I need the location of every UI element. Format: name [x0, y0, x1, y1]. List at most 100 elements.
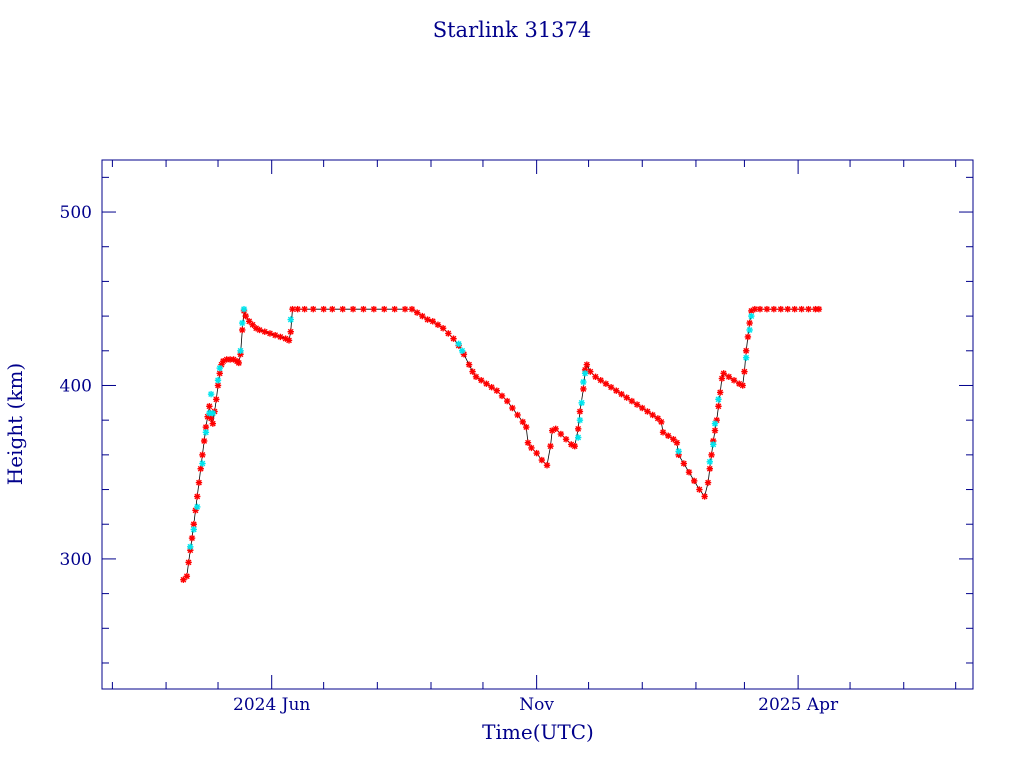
- data-point: [685, 468, 693, 476]
- data-point: [216, 364, 223, 372]
- data-point: [711, 427, 719, 434]
- data-point: [514, 411, 521, 419]
- data-point: [289, 305, 296, 313]
- data-point: [691, 477, 698, 485]
- data-point: [187, 543, 194, 550]
- data-point: [675, 448, 682, 455]
- data-point: [751, 305, 759, 313]
- data-point: [623, 394, 630, 401]
- data-point: [538, 456, 546, 464]
- data-point: [746, 326, 753, 334]
- data-point: [715, 403, 722, 410]
- data-point: [207, 390, 215, 398]
- data-point: [742, 347, 750, 354]
- data-point: [716, 389, 724, 396]
- data-point: [710, 441, 717, 448]
- data-point: [708, 451, 715, 459]
- data-point: [739, 382, 746, 389]
- data-point: [528, 444, 535, 452]
- data-point: [524, 439, 532, 446]
- data-point: [202, 429, 210, 436]
- data-point: [180, 576, 187, 583]
- x-axis-label: Time(UTC): [482, 720, 594, 744]
- data-point: [408, 305, 416, 313]
- data-point: [552, 425, 559, 433]
- data-point: [301, 305, 308, 313]
- data-point: [294, 305, 301, 313]
- data-point: [197, 465, 204, 472]
- data-point: [578, 399, 585, 407]
- data-point: [285, 337, 293, 344]
- data-point: [580, 378, 587, 386]
- data-point: [718, 375, 726, 382]
- data-point: [791, 305, 798, 313]
- data-point: [310, 305, 317, 313]
- data-point: [633, 401, 641, 408]
- data-point: [618, 390, 625, 398]
- plot-frame: [101, 159, 974, 690]
- data-point: [706, 458, 713, 465]
- data-point: [488, 384, 495, 391]
- data-point: [240, 305, 248, 313]
- data-point: [523, 423, 530, 431]
- data-point: [659, 429, 667, 436]
- data-point: [720, 370, 727, 377]
- data-point: [701, 493, 708, 500]
- data-point: [320, 305, 327, 313]
- data-point: [455, 340, 462, 348]
- data-point: [498, 392, 506, 400]
- data-point: [543, 462, 551, 469]
- data-point: [329, 305, 336, 313]
- data-point: [483, 380, 490, 387]
- data-point: [413, 309, 421, 316]
- data-point: [557, 430, 565, 438]
- data-point: [213, 396, 220, 403]
- y-tick-label: 300: [60, 550, 92, 570]
- data-point: [665, 432, 672, 439]
- data-point: [445, 330, 452, 337]
- data-point: [185, 559, 192, 566]
- data-point: [748, 312, 755, 320]
- data-point: [519, 418, 526, 426]
- data-point: [261, 328, 268, 335]
- data-point: [256, 326, 263, 334]
- data-point: [469, 368, 476, 375]
- data-point: [770, 305, 778, 313]
- data-point: [493, 387, 501, 394]
- chart-title: Starlink 31374: [433, 18, 592, 42]
- x-tick-label: 2025 Apr: [758, 695, 839, 715]
- data-point: [706, 465, 713, 472]
- data-point: [613, 387, 620, 394]
- y-axis-label: Height (km): [3, 363, 27, 485]
- data-point: [194, 493, 201, 500]
- data-point: [580, 385, 587, 393]
- data-point: [190, 526, 197, 533]
- data-point: [339, 305, 346, 313]
- data-point: [576, 416, 584, 424]
- data-point: [571, 442, 578, 450]
- data-point: [711, 420, 719, 427]
- data-point: [239, 326, 246, 334]
- data-point: [239, 319, 246, 327]
- series-connector-lines: [183, 308, 819, 580]
- data-point: [628, 397, 636, 405]
- data-point: [715, 396, 722, 403]
- data-point: [465, 361, 473, 368]
- data-point: [271, 331, 279, 339]
- data-point: [509, 404, 516, 412]
- x-tick-label: 2024 Jun: [233, 695, 310, 715]
- data-point: [730, 377, 738, 384]
- data-point: [777, 305, 784, 313]
- data-point: [644, 408, 651, 415]
- data-point: [207, 415, 215, 422]
- data-point: [401, 305, 409, 313]
- data-point: [592, 373, 599, 381]
- data-point: [784, 305, 791, 313]
- data-point: [188, 534, 196, 542]
- data-point: [472, 373, 480, 381]
- data-point: [209, 410, 217, 417]
- data-point: [381, 305, 388, 313]
- series-markers: [180, 305, 823, 583]
- data-point: [704, 479, 712, 486]
- data-point: [458, 347, 466, 354]
